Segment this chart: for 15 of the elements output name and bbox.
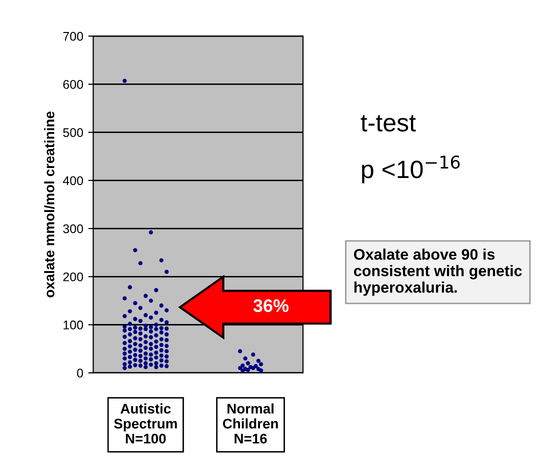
- y-axis-title: oxalate mmol/mol creatinine: [44, 112, 54, 298]
- y-tick-label: 200: [63, 272, 84, 282]
- y-tick-label: 400: [62, 176, 84, 186]
- y-tick-label: 0: [77, 368, 84, 378]
- y-tick-label: 600: [63, 80, 84, 89]
- x-tick-label: Autistic Spectrum N=100: [114, 403, 177, 444]
- y-tick-label: 300: [63, 224, 84, 234]
- x-tick-label: Normal Children N=16: [222, 403, 278, 444]
- text: t-test: [360, 115, 416, 132]
- text: Oxalate above 90 is consistent with genetic hyperoxaluria.: [354, 248, 522, 296]
- annotation: 36%: [253, 299, 289, 312]
- y-tick-label: 500: [63, 128, 84, 137]
- y-tick-label: 100: [64, 320, 84, 330]
- y-tick-label: 700: [63, 32, 84, 41]
- text: p <10$^{−16}$: [362, 155, 460, 184]
